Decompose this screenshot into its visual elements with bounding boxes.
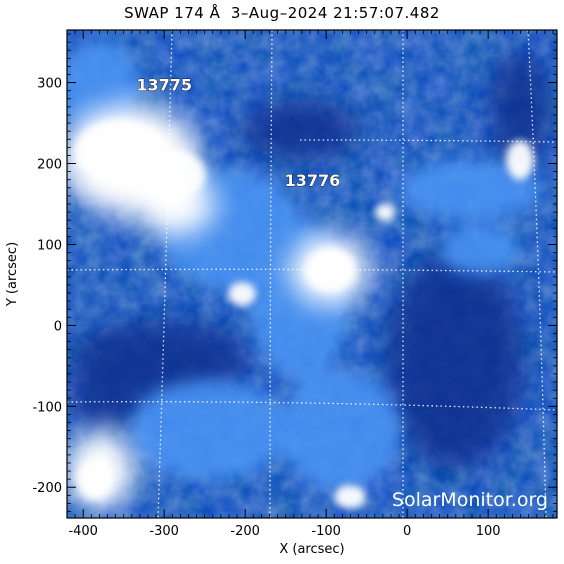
y-tick-label: 200 (37, 158, 62, 173)
x-tick-label: 0 (403, 524, 411, 539)
x-tick-label: -400 (68, 524, 98, 539)
plot-title: SWAP 174 Å 3–Aug–2024 21:57:07.482 (124, 4, 440, 22)
region-label-13776: 13776 (285, 171, 341, 190)
region-label-13775: 13775 (136, 76, 192, 95)
coordinate-grid (67, 30, 557, 518)
plot-frame (66, 29, 558, 519)
y-tick-label: -100 (32, 400, 62, 415)
y-tick-label: 0 (54, 319, 62, 334)
y-axis-label: Y (arcsec) (5, 242, 20, 307)
x-tick-label: -300 (149, 524, 179, 539)
x-tick-label: -100 (311, 524, 341, 539)
watermark: SolarMonitor.org (392, 489, 548, 511)
x-tick-label: -200 (230, 524, 260, 539)
y-tick-label: 100 (37, 238, 62, 253)
y-tick-label: -200 (32, 481, 62, 496)
region-labels: 13775 13776 (136, 75, 341, 190)
solar-image (67, 30, 557, 518)
axes: -400 -300 -200 -100 0 100 -200 -100 0 100 200 300 (32, 30, 557, 539)
y-tick-label: 300 (37, 77, 62, 92)
x-axis-label: X (arcsec) (279, 542, 344, 557)
x-tick-label: 100 (476, 524, 501, 539)
